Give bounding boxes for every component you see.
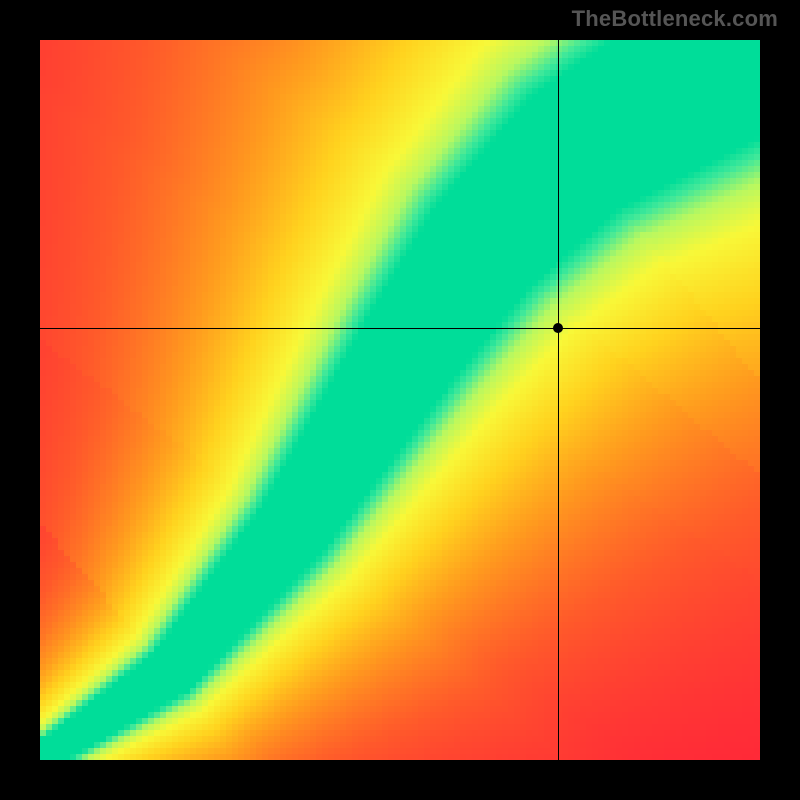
plot-area xyxy=(40,40,760,760)
crosshair-marker-dot xyxy=(553,323,563,333)
bottleneck-heatmap xyxy=(40,40,760,760)
crosshair-vertical-line xyxy=(558,40,559,760)
crosshair-horizontal-line xyxy=(40,328,760,329)
watermark-text: TheBottleneck.com xyxy=(572,6,778,32)
